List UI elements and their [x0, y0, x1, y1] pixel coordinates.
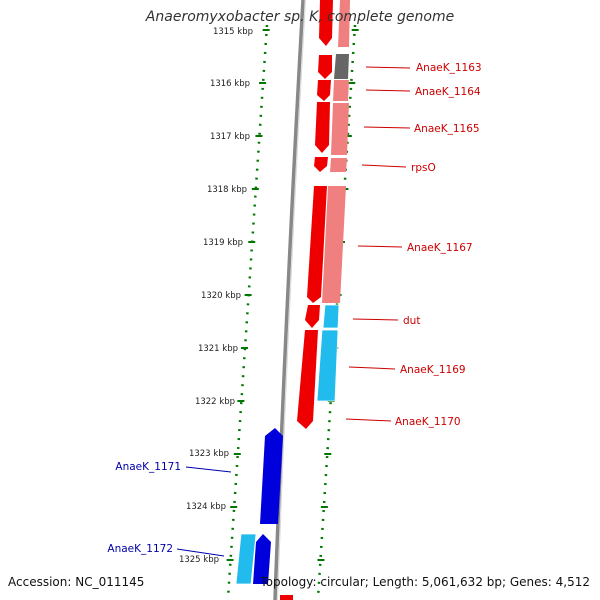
- gene-arrow: [314, 157, 328, 172]
- gene-label[interactable]: AnaeK_1163: [416, 62, 482, 74]
- tick-label: 1324 kbp: [186, 502, 226, 512]
- pseudo-gene-block: [334, 54, 349, 79]
- rna-gene-block: [235, 533, 257, 585]
- callout-line: [348, 366, 396, 370]
- tick-label: 1319 kbp: [203, 238, 243, 248]
- backbone-strand: [273, 0, 305, 600]
- gene-arrow: [318, 55, 332, 79]
- tick-label: 1320 kbp: [201, 291, 241, 301]
- tick-label: 1321 kbp: [198, 344, 238, 354]
- forward-gene-shadows: [322, 0, 350, 303]
- tick-label: 1317 kbp: [210, 132, 250, 142]
- forward-gene-arrows: [280, 0, 333, 600]
- callout-lines: [176, 66, 411, 557]
- callout-line: [176, 548, 225, 557]
- gene-label[interactable]: dut: [403, 315, 420, 327]
- gene-shadow: [322, 186, 346, 303]
- ruler-lines: [226, 24, 357, 599]
- rna-genes: [235, 304, 340, 585]
- callout-line: [361, 164, 407, 168]
- gene-arrow: [317, 80, 331, 101]
- gene-label[interactable]: AnaeK_1170: [395, 416, 461, 428]
- gene-arrow: [297, 330, 318, 429]
- genome-summary: Topology: circular; Length: 5,061,632 bp…: [260, 575, 590, 589]
- gene-shadow: [331, 103, 349, 155]
- gene-arrow: [305, 305, 320, 328]
- callout-line: [363, 126, 411, 129]
- gene-label[interactable]: rpsO: [411, 162, 436, 174]
- reverse-gene-arrows: [253, 428, 283, 584]
- ruler-line-left: [226, 24, 269, 599]
- gene-label[interactable]: AnaeK_1171: [115, 461, 181, 473]
- callout-line: [352, 318, 399, 321]
- tick-label: 1322 kbp: [195, 397, 235, 407]
- gene-shadow: [330, 158, 347, 172]
- gene-label[interactable]: AnaeK_1172: [107, 543, 173, 555]
- gene-shadow: [338, 0, 350, 47]
- tick-label: 1315 kbp: [213, 27, 253, 37]
- callout-line: [365, 66, 411, 69]
- backbone: [273, 0, 306, 600]
- gene-arrow: [307, 186, 327, 303]
- callout-line: [365, 89, 411, 92]
- callout-line: [345, 418, 392, 422]
- tick-label: 1325 kbp: [179, 555, 219, 565]
- gene-label[interactable]: AnaeK_1167: [407, 242, 473, 254]
- backbone-strand-highlight: [277, 0, 306, 600]
- callout-line: [357, 245, 403, 248]
- ruler-ticks-left: [226, 29, 270, 561]
- gene-arrow: [253, 534, 271, 584]
- page-title: Anaeromyxobacter sp. K, complete genome: [145, 9, 455, 25]
- gene-arrow: [280, 595, 293, 600]
- gene-arrow: [260, 428, 283, 524]
- gene-label[interactable]: AnaeK_1165: [414, 123, 480, 135]
- gene-labels: AnaeK_1163 AnaeK_1164 AnaeK_1165 rpsO An…: [107, 62, 481, 555]
- gene-label[interactable]: AnaeK_1164: [415, 86, 481, 98]
- callout-line: [185, 466, 232, 473]
- gene-arrow: [315, 102, 330, 153]
- tick-label: 1316 kbp: [210, 79, 250, 89]
- ruler-tick-labels: 1315 kbp 1316 kbp 1317 kbp 1318 kbp 1319…: [179, 27, 253, 565]
- accession-label: Accession: NC_011145: [8, 575, 145, 589]
- gene-arrow: [319, 0, 333, 46]
- ruler-line-right: [316, 24, 357, 599]
- gene-label[interactable]: AnaeK_1169: [400, 364, 466, 376]
- tick-label: 1318 kbp: [207, 185, 247, 195]
- rna-gene-block: [322, 304, 340, 329]
- gene-shadow: [333, 80, 349, 101]
- rna-gene-block: [316, 329, 339, 402]
- tick-label: 1323 kbp: [189, 449, 229, 459]
